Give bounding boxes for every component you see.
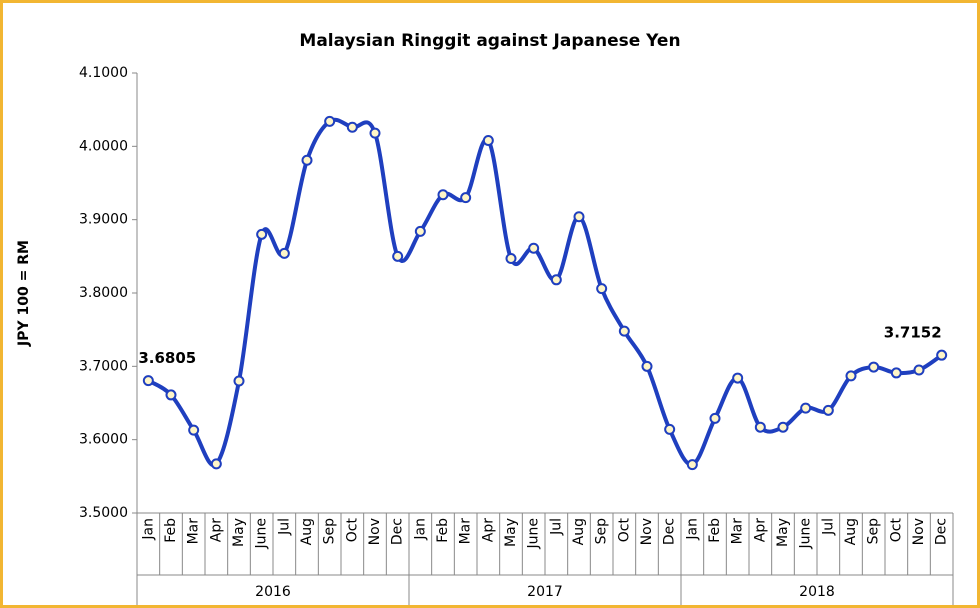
point (233, 375, 245, 387)
x-tick-label: Aug (571, 518, 587, 545)
point (709, 412, 721, 424)
point (641, 360, 653, 372)
point (686, 459, 698, 471)
x-tick-label: Aug (299, 518, 315, 545)
x-tick-label: Feb (163, 518, 179, 543)
point (278, 247, 290, 259)
point (573, 211, 585, 223)
x-tick-label: June (798, 518, 814, 550)
x-tick-label: Dec (662, 518, 678, 545)
x-tick-label: Feb (435, 518, 451, 543)
x-tick-label: Jan (140, 518, 156, 541)
point (913, 364, 925, 376)
point (800, 402, 812, 414)
point (142, 375, 154, 387)
y-tick-label: 3.8000 (79, 285, 128, 301)
point (482, 134, 494, 146)
data-label: 3.6805 (138, 349, 196, 367)
x-tick-label: Apr (752, 518, 768, 542)
point (528, 242, 540, 254)
x-tick-label: June (254, 518, 270, 550)
point (596, 283, 608, 295)
x-tick-label: Apr (480, 518, 496, 542)
point (460, 192, 472, 204)
y-tick-label: 3.7000 (79, 358, 128, 374)
point (936, 349, 948, 361)
x-tick-label: May (775, 518, 791, 547)
point (890, 367, 902, 379)
x-tick-label: May (503, 518, 519, 547)
x-tick-label: Nov (911, 518, 927, 545)
x-tick-label: Feb (707, 518, 723, 543)
point (664, 423, 676, 435)
x-tick-label: May (231, 518, 247, 547)
y-tick-label: 3.5000 (79, 505, 128, 521)
x-tick-label: Oct (616, 518, 632, 543)
point (845, 370, 857, 382)
x-tick-label: Dec (934, 518, 950, 545)
point (618, 325, 630, 337)
y-axis-label: JPY 100 = RM (16, 240, 32, 347)
x-tick-label: Sep (594, 518, 610, 545)
x-tick-label: Sep (322, 518, 338, 545)
x-tick-label: Jan (412, 518, 428, 541)
point (505, 253, 517, 265)
point (301, 154, 313, 166)
point (437, 189, 449, 201)
x-tick-label: Aug (843, 518, 859, 545)
x-tick-label: Mar (458, 518, 474, 545)
x-tick-label: Mar (186, 518, 202, 545)
y-tick-label: 3.9000 (79, 212, 128, 228)
point (754, 421, 766, 433)
point (777, 421, 789, 433)
data-label: 3.7152 (884, 324, 942, 342)
point (165, 389, 177, 401)
point (324, 115, 336, 127)
y-tick-label: 4.0000 (79, 138, 128, 154)
year-label: 2017 (527, 584, 563, 600)
point (188, 424, 200, 436)
x-tick-label: Dec (390, 518, 406, 545)
x-tick-label: June (526, 518, 542, 550)
x-tick-label: Oct (888, 518, 904, 543)
x-tick-label: Mar (730, 518, 746, 545)
x-tick-label: Jul (820, 518, 836, 536)
x-tick-label: Jul (276, 518, 292, 536)
x-tick-label: Jul (548, 518, 564, 536)
x-tick-label: Jan (684, 518, 700, 541)
y-tick-label: 3.6000 (79, 432, 128, 448)
year-label: 2016 (255, 584, 291, 600)
x-tick-label: Oct (344, 518, 360, 543)
point (822, 404, 834, 416)
point (346, 121, 358, 133)
point (210, 458, 222, 470)
point (256, 228, 268, 240)
year-label: 2018 (799, 584, 835, 600)
chart-title: Malaysian Ringgit against Japanese Yen (299, 31, 680, 51)
x-tick-label: Nov (367, 518, 383, 545)
point (414, 225, 426, 237)
point (550, 274, 562, 286)
point (868, 361, 880, 373)
y-tick-label: 4.1000 (79, 65, 128, 81)
x-tick-label: Apr (208, 518, 224, 542)
x-tick-label: Sep (866, 518, 882, 545)
point (369, 127, 381, 139)
point (392, 250, 404, 262)
point (732, 372, 744, 384)
x-tick-label: Nov (639, 518, 655, 545)
